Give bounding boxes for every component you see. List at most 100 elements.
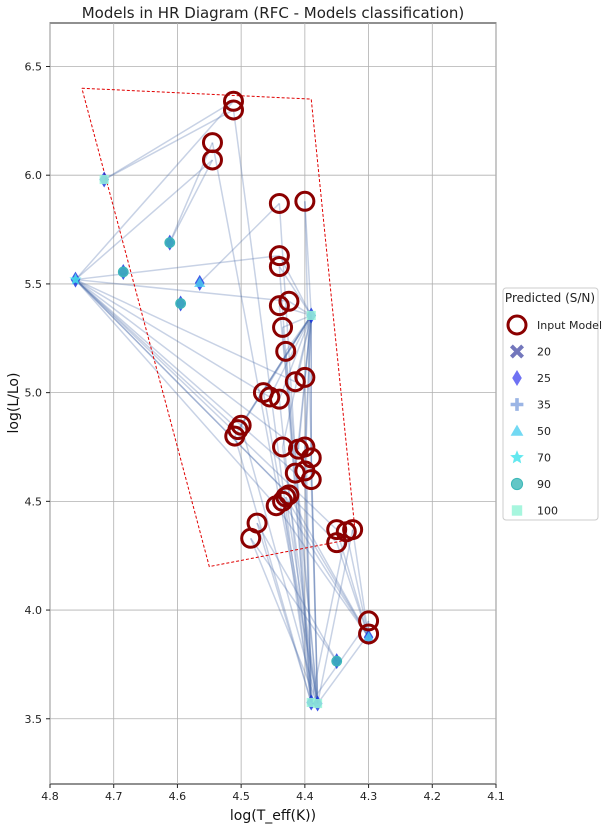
predicted-markers: [69, 171, 375, 712]
input-model-marker: [272, 490, 294, 512]
connection-line: [310, 531, 348, 703]
connection-line: [250, 537, 338, 662]
connection-line: [75, 278, 290, 303]
legend-label: Input Model: [537, 319, 602, 332]
input-model-marker: [222, 90, 244, 112]
connection-line: [211, 142, 319, 704]
connection-line: [75, 278, 299, 450]
connection-line: [256, 522, 312, 703]
chart-title: Models in HR Diagram (RFC - Models class…: [82, 4, 465, 22]
connection-line: [285, 496, 370, 638]
input-model-marker: [268, 192, 290, 214]
connection-line: [285, 496, 319, 704]
connection-line: [103, 109, 234, 181]
marker-shape: [509, 344, 525, 359]
marker-shape: [294, 190, 316, 212]
marker-shape: [194, 277, 206, 288]
marker-shape: [313, 699, 323, 709]
input-model-marker: [278, 290, 300, 312]
x-tick-label: 4.7: [105, 790, 123, 803]
connection-line: [281, 501, 312, 703]
marker-shape: [326, 532, 348, 554]
predicted-marker: [164, 237, 176, 249]
y-tick-label: 6.0: [25, 169, 43, 182]
connection-line: [278, 315, 312, 400]
connection-line: [74, 159, 213, 281]
connection-line: [74, 279, 290, 496]
connection-line: [316, 633, 370, 704]
connection-line: [304, 470, 312, 703]
connection-line: [282, 314, 312, 329]
input-model-marker: [326, 519, 348, 541]
input-model-marker: [358, 623, 380, 645]
marker-shape: [222, 99, 244, 121]
x-tick-label: 4.2: [424, 790, 442, 803]
marker-shape: [306, 697, 316, 708]
input-model-marker: [358, 610, 380, 632]
marker-shape: [300, 469, 322, 491]
marker-shape: [506, 314, 528, 336]
marker-shape: [306, 310, 316, 320]
predicted-marker: [99, 174, 109, 185]
marker-shape: [278, 484, 300, 506]
marker-shape: [362, 631, 375, 642]
legend-marker: [506, 314, 528, 336]
connection-line: [281, 500, 370, 638]
connection-line: [304, 201, 312, 316]
connection-line: [278, 399, 312, 703]
connection-line: [74, 279, 277, 507]
connection-line: [103, 100, 234, 181]
input-model-marker: [268, 388, 290, 410]
connection-line: [75, 278, 296, 383]
predicted-marker: [69, 273, 82, 285]
marker-shape: [510, 398, 524, 411]
input-model-marker: [294, 366, 316, 388]
connection-line: [284, 351, 319, 704]
legend: Predicted (S/N) Input Model 20 25 35 50 70 90 1…: [502, 287, 602, 521]
x-tick-label: 4.1: [487, 790, 505, 803]
grid-lines: [49, 23, 497, 784]
connection-line: [304, 446, 312, 703]
connection-line: [336, 542, 370, 638]
legend-marker: [509, 344, 525, 359]
connection-line: [75, 278, 271, 398]
connection-line: [335, 529, 370, 638]
input-model-marker: [268, 245, 290, 267]
marker-shape: [358, 610, 380, 632]
legend-box: [502, 287, 599, 521]
x-tick-label: 4.4: [296, 790, 314, 803]
connection-line: [250, 538, 319, 704]
y-axis-label: log(L/Lo): [6, 373, 22, 434]
legend-label: 90: [537, 478, 551, 491]
legend-label: 20: [537, 346, 551, 359]
connection-line: [310, 457, 319, 704]
legend-label: 100: [537, 505, 558, 518]
marker-shape: [272, 436, 294, 458]
connection-line: [279, 304, 312, 317]
input-model-marker: [259, 386, 281, 408]
x-tick-label: 4.3: [360, 790, 378, 803]
y-axis-ticks: 3.5 4.0 4.5 5.0 5.5 6.0 6.5: [25, 60, 50, 726]
marker-shape: [278, 290, 300, 312]
y-tick-label: 3.5: [25, 713, 43, 726]
connection-line: [285, 315, 312, 352]
connection-line: [278, 255, 312, 316]
marker-shape: [69, 273, 82, 285]
connection-line: [256, 522, 338, 662]
marker-shape: [268, 256, 290, 278]
marker-shape: [259, 386, 281, 408]
x-axis-ticks: 4.8 4.7 4.6 4.5 4.4 4.3 4.2 4.1: [41, 784, 505, 803]
legend-label: 25: [537, 372, 551, 385]
y-tick-label: 5.5: [25, 278, 43, 291]
predicted-marker: [362, 631, 375, 642]
input-model-marker: [294, 436, 316, 458]
predicted-marker: [194, 277, 206, 288]
marker-shape: [342, 519, 364, 541]
input-model-marker: [294, 190, 316, 212]
y-tick-label: 5.0: [25, 387, 43, 400]
connection-line: [199, 202, 280, 284]
connection-line: [234, 315, 312, 437]
marker-shape: [358, 623, 380, 645]
connection-line: [288, 494, 370, 638]
